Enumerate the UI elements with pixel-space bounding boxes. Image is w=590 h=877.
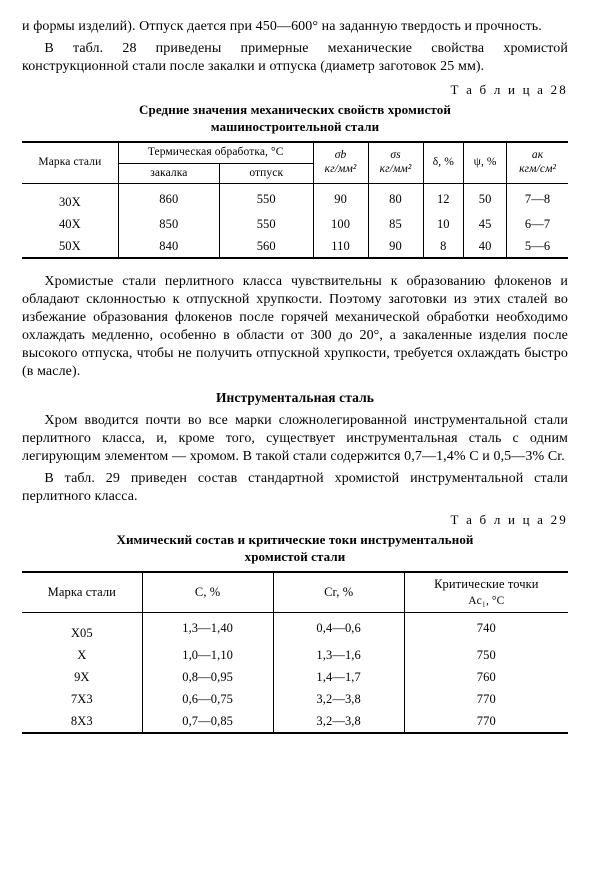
table-cell: 40 <box>464 235 507 258</box>
table28-title-line2: машиностроительной стали <box>211 119 379 134</box>
th-sigmas: σs кг/мм² <box>368 142 423 184</box>
th-delta: δ, % <box>423 142 464 184</box>
table-cell: 12 <box>423 184 464 214</box>
table-cell: 85 <box>368 213 423 235</box>
table29-title-line2: хромистой стали <box>245 549 346 564</box>
th-thermal: Термическая обработка, °С <box>118 142 313 163</box>
table-cell: 100 <box>313 213 368 235</box>
table-cell: 1,4—1,7 <box>273 666 404 688</box>
table-cell: 770 <box>404 710 568 733</box>
table28: Марка стали Термическая обработка, °С σb… <box>22 141 568 260</box>
table-cell: 3,2—3,8 <box>273 688 404 710</box>
th-temper: отпуск <box>219 163 313 184</box>
table-cell: 6—7 <box>507 213 568 235</box>
subheading-instrumental: Инструментальная сталь <box>22 389 568 406</box>
table-cell: 7Х3 <box>22 688 142 710</box>
table-cell: 90 <box>313 184 368 214</box>
table-cell: 40Х <box>22 213 118 235</box>
th29-c: C, % <box>142 572 273 612</box>
table28-title: Средние значения механических свойств хр… <box>22 102 568 135</box>
table-cell: 740 <box>404 612 568 644</box>
table-cell: 550 <box>219 184 313 214</box>
table-cell: 0,4—0,6 <box>273 612 404 644</box>
table-cell: 10 <box>423 213 464 235</box>
paragraph-4a: Хром вводится почти во все марки сложнол… <box>22 412 568 466</box>
table-cell: 7—8 <box>507 184 568 214</box>
table-cell: 550 <box>219 213 313 235</box>
table-cell: 8Х3 <box>22 710 142 733</box>
th-sigmas-unit: кг/мм² <box>380 163 412 175</box>
table-cell: 5—6 <box>507 235 568 258</box>
table-cell: 90 <box>368 235 423 258</box>
table-cell: Х <box>22 644 142 666</box>
paragraph-2: В табл. 28 приведены примерные механичес… <box>22 40 568 76</box>
th29-crit: Критические точки Ac₁, °С <box>404 572 568 612</box>
th-sigmab-unit: кг/мм² <box>325 163 357 175</box>
table-cell: 0,8—0,95 <box>142 666 273 688</box>
th-grade: Марка стали <box>22 142 118 184</box>
table-cell: 3,2—3,8 <box>273 710 404 733</box>
table-cell: 1,3—1,40 <box>142 612 273 644</box>
table29-label: Т а б л и ц а 29 <box>22 512 568 529</box>
table-cell: 0,6—0,75 <box>142 688 273 710</box>
table-cell: 50 <box>464 184 507 214</box>
table-cell: 850 <box>118 213 219 235</box>
th29-crit-l1: Критические точки <box>434 577 539 591</box>
th29-cr: Cr, % <box>273 572 404 612</box>
table29-title-line1: Химический состав и критические токи инс… <box>116 532 473 547</box>
table-cell: 8 <box>423 235 464 258</box>
th-ak-unit: кгм/см² <box>519 163 556 175</box>
th-ak: aк кгм/см² <box>507 142 568 184</box>
table-cell: 50Х <box>22 235 118 258</box>
table-cell: 750 <box>404 644 568 666</box>
paragraph-1: и формы изделий). Отпуск дается при 450—… <box>22 18 568 36</box>
th-sigmas-sym: σs <box>390 149 400 161</box>
table-cell: 1,3—1,6 <box>273 644 404 666</box>
th-psi: ψ, % <box>464 142 507 184</box>
table29: Марка стали C, % Cr, % Критические точки… <box>22 571 568 734</box>
th-quench: закалка <box>118 163 219 184</box>
table28-label: Т а б л и ц а 28 <box>22 82 568 99</box>
table-cell: Х05 <box>22 612 142 644</box>
th-sigmab: σb кг/мм² <box>313 142 368 184</box>
th29-grade: Марка стали <box>22 572 142 612</box>
table-cell: 760 <box>404 666 568 688</box>
th-sigmab-sym: σb <box>335 149 347 161</box>
paragraph-4b: В табл. 29 приведен состав стандартной х… <box>22 470 568 506</box>
table-cell: 1,0—1,10 <box>142 644 273 666</box>
table-cell: 9Х <box>22 666 142 688</box>
table-cell: 110 <box>313 235 368 258</box>
paragraph-3: Хромистые стали перлитного класса чувств… <box>22 273 568 380</box>
table29-title: Химический состав и критические токи инс… <box>22 532 568 565</box>
table-cell: 560 <box>219 235 313 258</box>
table-cell: 840 <box>118 235 219 258</box>
table-cell: 770 <box>404 688 568 710</box>
table-cell: 45 <box>464 213 507 235</box>
table-cell: 80 <box>368 184 423 214</box>
table-cell: 0,7—0,85 <box>142 710 273 733</box>
table28-title-line1: Средние значения механических свойств хр… <box>139 102 451 117</box>
th-ak-sym: aк <box>532 149 543 161</box>
table-cell: 860 <box>118 184 219 214</box>
th29-crit-l2: Ac₁, °С <box>468 595 504 607</box>
table-cell: 30Х <box>22 184 118 214</box>
